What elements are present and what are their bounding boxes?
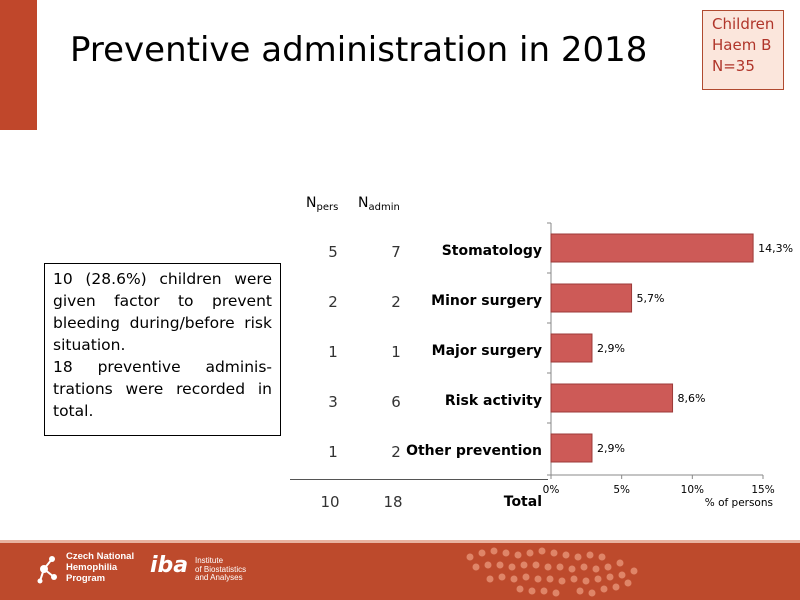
bar: [550, 233, 754, 263]
map-dots-icon: [466, 547, 638, 597]
data-label: 14,3%: [758, 242, 793, 255]
badge-line-1: Children: [712, 15, 775, 33]
pers-count: 5: [328, 243, 338, 261]
bar: [550, 333, 593, 363]
footer-decoration: [37, 547, 638, 597]
summary-paragraph-1: 10 (28.6%) children were given factor to…: [53, 270, 272, 354]
admin-count: 6: [391, 393, 401, 411]
admin-count: 2: [391, 443, 401, 461]
data-label: 8,6%: [678, 392, 706, 405]
bar: [550, 283, 633, 313]
category-label: Minor surgery: [431, 293, 542, 309]
summary-paragraph-2: 18 preventive adminis-trations were reco…: [53, 358, 272, 420]
footer-highlight: [0, 540, 800, 543]
admin-count: 7: [391, 243, 401, 261]
category-label: Other prevention: [406, 443, 542, 459]
total-admin-count: 18: [383, 493, 403, 511]
page-title: Preventive administration in 2018: [70, 30, 648, 70]
total-separator: [290, 479, 548, 480]
data-label: 2,9%: [597, 442, 625, 455]
x-tick-label: 10%: [681, 484, 704, 496]
bar: [550, 433, 593, 463]
admin-count: 1: [391, 343, 401, 361]
category-label: Major surgery: [431, 343, 542, 359]
bar: [550, 383, 674, 413]
pers-count: 1: [328, 343, 338, 361]
x-tick-label: 0%: [543, 484, 560, 496]
iba-logo-text: Institute of Biostatistics and Analyses: [195, 556, 247, 582]
iba-logo: iba: [150, 553, 189, 578]
pers-count: 1: [328, 443, 338, 461]
total-pers-count: 10: [320, 493, 340, 511]
header-n-pers: Npers: [306, 195, 339, 213]
pers-count: 2: [328, 293, 338, 311]
category-label: Risk activity: [444, 393, 542, 409]
header-n-admin: Nadmin: [358, 195, 400, 213]
x-tick-label: 15%: [751, 484, 774, 496]
x-axis-label: % of persons: [705, 497, 773, 509]
bar-chart: 14,3% 5,7% 2,9% 8,6% 2,9% 0% 5% 10% 15%% of pers…: [543, 222, 793, 509]
data-label: 2,9%: [597, 342, 625, 355]
summary-box: 10 (28.6%) children were given factor to…: [44, 263, 281, 436]
total-label: Total: [503, 494, 542, 510]
data-label: 5,7%: [637, 292, 665, 305]
badge-line-2: Haem B: [712, 36, 772, 54]
category-label: Stomatology: [441, 243, 542, 259]
footer-bar: [0, 543, 800, 600]
pers-count: 3: [328, 393, 338, 411]
cnhp-logo-text: Czech National Hemophilia Program: [66, 551, 135, 584]
cohort-badge: Children Haem B N=35: [702, 10, 784, 90]
accent-bar: [0, 0, 37, 130]
badge-line-3: N=35: [712, 57, 755, 75]
cnhp-logo-icon: [37, 556, 57, 584]
admin-count: 2: [391, 293, 401, 311]
x-tick-label: 5%: [613, 484, 630, 496]
